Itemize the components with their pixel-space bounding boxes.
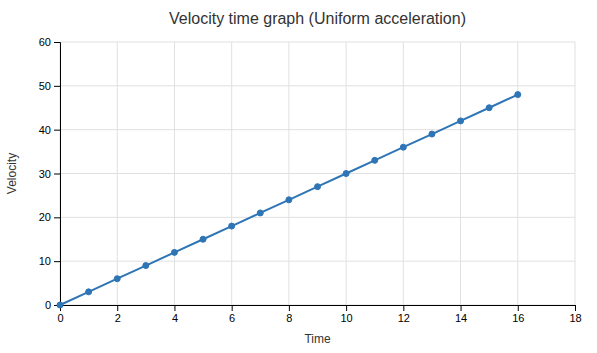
tick-mark	[54, 261, 60, 262]
tick-label: 16	[512, 312, 524, 324]
tick: 20	[39, 211, 60, 223]
point	[57, 302, 63, 308]
grid-line	[60, 173, 575, 174]
tick-mark	[54, 174, 60, 175]
point	[486, 105, 492, 111]
tick-label: 2	[115, 312, 121, 324]
point	[286, 197, 292, 203]
grid-line	[460, 42, 461, 305]
tick: 60	[39, 36, 60, 48]
series	[57, 92, 521, 308]
tick-label: 0	[45, 299, 51, 311]
tick-mark	[289, 305, 290, 311]
tick-mark	[346, 305, 347, 311]
tick-label: 10	[39, 255, 51, 267]
point	[200, 236, 206, 242]
tick-label: 50	[39, 80, 51, 92]
plot-area: 0 2 4 6 8 10 12 14 16 18 0 10 20 30 40 50 60	[39, 36, 582, 324]
tick-label: 40	[39, 124, 51, 136]
tick: 14	[455, 305, 467, 324]
point	[229, 223, 235, 229]
tick-label: 60	[39, 36, 51, 48]
point	[86, 289, 92, 295]
tick: 30	[39, 168, 60, 180]
tick-mark	[575, 305, 576, 311]
tick: 6	[229, 305, 235, 324]
point	[400, 144, 406, 150]
grid-line	[403, 42, 404, 305]
tick: 16	[512, 305, 524, 324]
axis-line	[61, 306, 576, 312]
tick-mark	[117, 305, 118, 311]
title: Velocity time graph (Uniform acceleratio…	[169, 10, 466, 27]
tick-label: 20	[39, 211, 51, 223]
y-axis: 0 10 20 30 40 50 60	[39, 36, 61, 311]
tick: 10	[39, 255, 60, 267]
grid-line	[231, 42, 232, 305]
grid-line	[60, 42, 575, 43]
tick-mark	[54, 42, 60, 43]
grid-line	[60, 217, 575, 218]
tick: 8	[286, 305, 292, 324]
grid-line	[117, 42, 118, 305]
tick-mark	[174, 305, 175, 311]
x-axis-title: Time	[304, 332, 331, 346]
point	[315, 184, 321, 190]
grid-line	[174, 42, 175, 305]
tick-mark	[232, 305, 233, 311]
line	[60, 95, 518, 305]
tick-mark	[461, 305, 462, 311]
tick: 2	[115, 305, 121, 324]
grid-line	[60, 85, 575, 86]
grid-line	[60, 261, 575, 262]
tick-mark	[54, 217, 60, 218]
tick: 40	[39, 124, 60, 136]
tick-mark	[54, 130, 60, 131]
x-axis: 0 2 4 6 8 10 12 14 16 18	[57, 305, 581, 324]
grid-line	[60, 129, 575, 130]
point	[515, 92, 521, 98]
point	[257, 210, 263, 216]
tick-mark	[54, 86, 60, 87]
tick: 4	[172, 305, 178, 324]
grid	[60, 42, 575, 305]
tick: 18	[569, 305, 581, 324]
point	[343, 171, 349, 177]
point	[114, 276, 120, 282]
tick: 12	[398, 305, 410, 324]
tick: 10	[340, 305, 352, 324]
tick-label: 12	[398, 312, 410, 324]
tick-label: 10	[340, 312, 352, 324]
tick-mark	[403, 305, 404, 311]
tick-label: 30	[39, 168, 51, 180]
grid-line	[575, 42, 576, 305]
tick-label: 4	[172, 312, 178, 324]
grid-line	[288, 42, 289, 305]
tick-label: 18	[569, 312, 581, 324]
axis-line	[54, 43, 61, 306]
tick-label: 14	[455, 312, 467, 324]
grid-line	[517, 42, 518, 305]
tick: 50	[39, 80, 60, 92]
tick-label: 6	[229, 312, 235, 324]
point	[171, 249, 177, 255]
point	[429, 131, 435, 137]
y-axis-title: Velocity	[5, 153, 19, 194]
chart: 0 2 4 6 8 10 12 14 16 18 0 10 20 30 40 50 60 Velocity tim…	[0, 0, 597, 353]
point	[372, 157, 378, 163]
point	[458, 118, 464, 124]
point	[143, 263, 149, 269]
tick-label: 8	[286, 312, 292, 324]
tick-mark	[518, 305, 519, 311]
tick-label: 0	[57, 312, 63, 324]
